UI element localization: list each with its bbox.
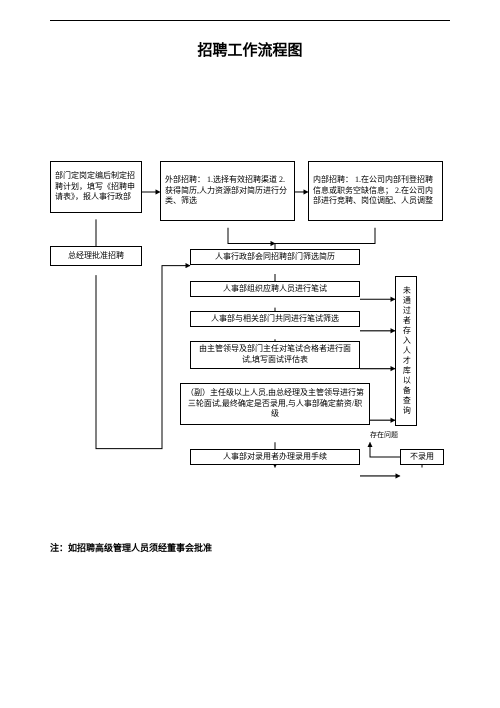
node-plan: 部门定岗定编后制定招聘计划，填写《招聘申请表》，报人事行政部	[50, 161, 142, 213]
node-reject: 不录用	[400, 449, 444, 465]
label-issue: 存在问题	[370, 431, 398, 439]
node-exam: 人事部组织应聘人员进行笔试	[190, 281, 360, 297]
node-approve: 总经理批准招聘	[50, 246, 142, 266]
node-third-round: （副）主任级以上人员,由总经理及主管领导进行第三轮面试,最终确定是否录用,与人事…	[180, 383, 370, 425]
node-screen: 人事部与相关部门共同进行笔试筛选	[190, 311, 360, 327]
flowchart-canvas: 部门定岗定编后制定招聘计划，填写《招聘申请表》，报人事行政部 总经理批准招聘 外…	[50, 91, 450, 680]
node-hire: 人事部对录用者办理录用手续	[190, 449, 360, 465]
node-interview: 由主管领导及部门主任对笔试合格者进行面试,填写面试评估表	[190, 341, 360, 369]
page-title: 招聘工作流程图	[50, 39, 450, 60]
node-external: 外部招聘： 1.选择有效招聘渠道 2.获得简历,人力资源部对简历进行分类、筛选	[160, 161, 295, 221]
node-hr-filter: 人事行政部会同招聘部门筛选简历	[190, 249, 360, 265]
footnote: 注：如招聘高级管理人员须经董事会批准	[50, 541, 212, 554]
node-internal: 内部招聘： 1.在公司内部刊登招聘信息或职务空缺信息； 2.在公司内部进行竞聘、…	[308, 161, 443, 221]
node-talent-pool: 未通过者存入人才库以备查询	[395, 276, 417, 426]
document-page: 招聘工作流程图 部门定岗定编后制定招聘计划，填写《招聘申请表》，报人事行政部 总…	[50, 20, 450, 680]
